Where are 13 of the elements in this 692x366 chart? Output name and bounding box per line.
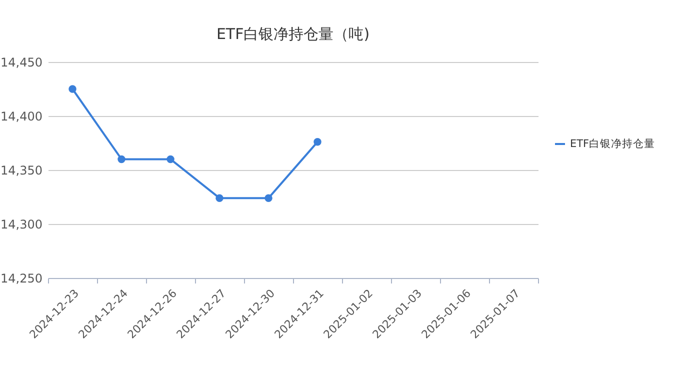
y-tick-label: 14,250 <box>0 272 42 286</box>
point <box>314 138 322 146</box>
point <box>216 194 224 202</box>
point <box>68 85 76 93</box>
y-tick-label: 14,300 <box>0 218 42 232</box>
y-tick-label: 14,450 <box>0 56 42 70</box>
point <box>264 194 272 202</box>
legend-label: ETF白银净持仓量 <box>570 138 656 150</box>
point <box>166 155 174 164</box>
chart-title: ETF白银净持仓量（吨) <box>216 25 370 43</box>
y-tick-label: 14,350 <box>0 164 42 178</box>
y-tick-label: 14,400 <box>0 110 42 124</box>
point <box>118 155 126 164</box>
